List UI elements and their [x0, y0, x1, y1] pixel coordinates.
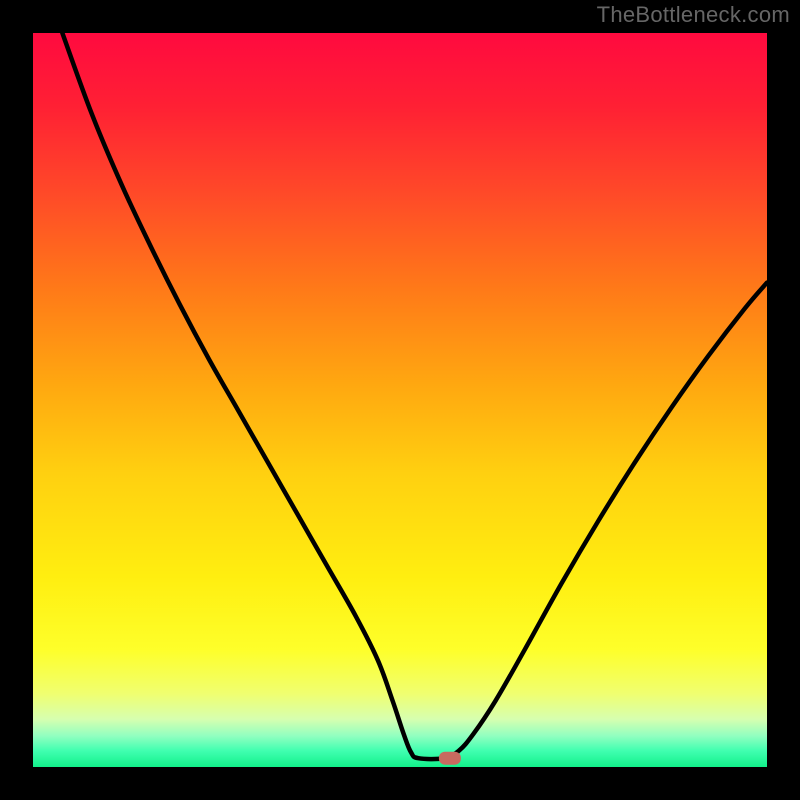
bottleneck-chart: [0, 0, 800, 800]
optimal-marker: [439, 752, 461, 765]
watermark-text: TheBottleneck.com: [597, 2, 790, 28]
plot-background: [33, 33, 767, 767]
chart-stage: TheBottleneck.com: [0, 0, 800, 800]
